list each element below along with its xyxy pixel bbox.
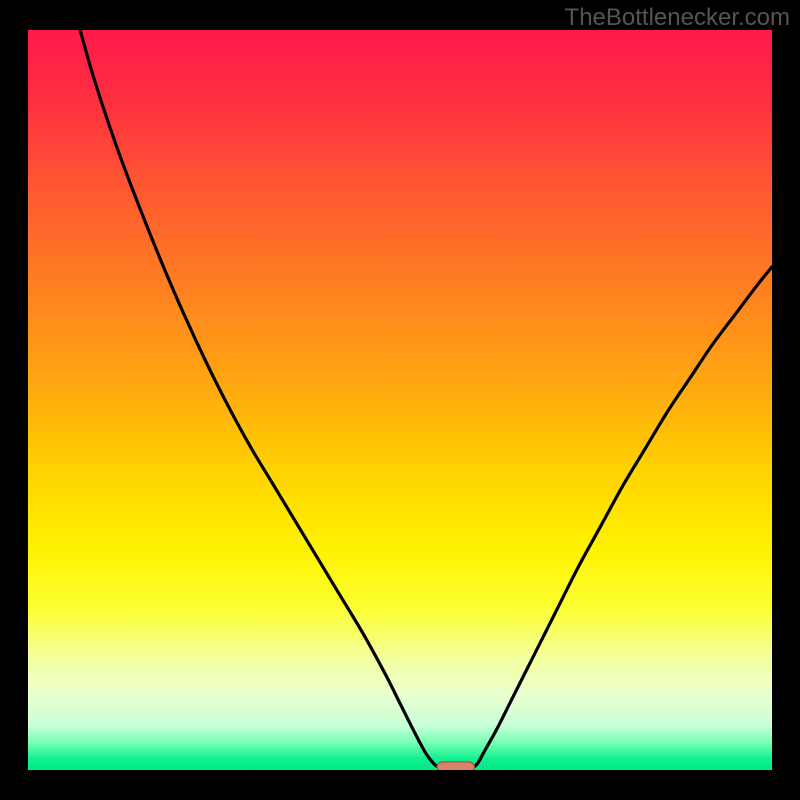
bottleneck-curve-chart	[0, 0, 800, 800]
chart-stage: TheBottlenecker.com	[0, 0, 800, 800]
watermark-label: TheBottlenecker.com	[565, 4, 790, 32]
plot-background	[28, 30, 772, 770]
optimal-point-marker	[437, 762, 474, 772]
